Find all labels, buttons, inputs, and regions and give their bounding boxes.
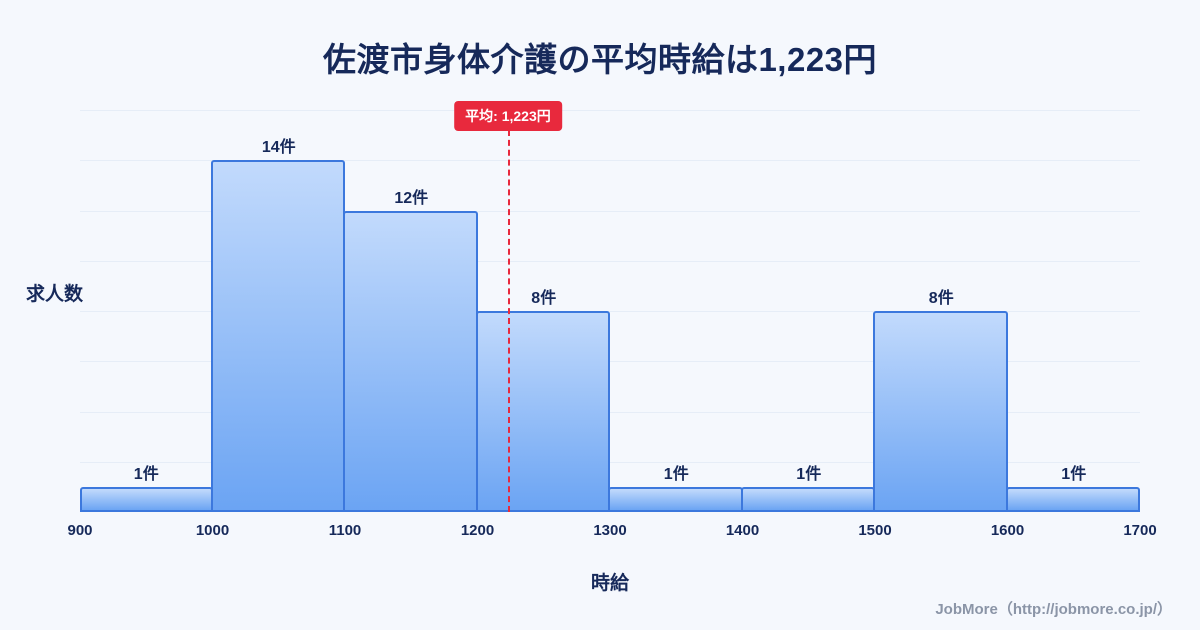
histogram-bar bbox=[740, 486, 875, 512]
bar-value-label: 8件 bbox=[531, 290, 557, 307]
bar-value-label: 1件 bbox=[663, 465, 689, 483]
bar-value-label: 1件 bbox=[1061, 465, 1087, 483]
x-tick-label: 1400 bbox=[725, 522, 760, 539]
bar-value-label: 14件 bbox=[261, 139, 296, 157]
gridline bbox=[80, 311, 1140, 312]
gridline bbox=[80, 260, 1140, 262]
mean-line bbox=[507, 130, 510, 512]
histogram-bar bbox=[475, 311, 610, 512]
x-tick-label: 1300 bbox=[593, 522, 627, 539]
histogram-bar bbox=[1005, 486, 1140, 512]
bar-value-label: 1件 bbox=[796, 465, 822, 483]
x-tick-label: 1100 bbox=[328, 522, 362, 539]
gridline bbox=[80, 210, 1140, 212]
chart-title: 佐渡市身体介護の平均時給は1,223円 bbox=[322, 41, 878, 78]
mean-badge: 平均: 1,223円 bbox=[454, 101, 562, 131]
bar-value-label: 12件 bbox=[394, 189, 429, 207]
gridline bbox=[80, 411, 1140, 413]
gridline bbox=[80, 361, 1140, 363]
bar-value-label: 8件 bbox=[928, 290, 954, 307]
gridline bbox=[80, 461, 1140, 463]
histogram-bar bbox=[608, 486, 743, 512]
x-tick-label: 1000 bbox=[195, 522, 230, 539]
footer-credit: JobMore（http://jobmore.co.jp/） bbox=[935, 601, 1172, 618]
histogram-bar bbox=[873, 311, 1008, 512]
x-tick-label: 1200 bbox=[460, 522, 495, 539]
x-tick-label: 900 bbox=[67, 522, 93, 539]
x-axis-label: 時給 bbox=[590, 573, 629, 594]
x-tick-label: 1700 bbox=[1123, 522, 1157, 539]
x-tick-label: 1500 bbox=[858, 522, 892, 539]
histogram-bar bbox=[343, 210, 478, 512]
bar-value-label: 1件 bbox=[133, 465, 159, 483]
x-tick-label: 1600 bbox=[990, 522, 1025, 539]
gridline bbox=[80, 110, 1140, 111]
gridline bbox=[80, 160, 1140, 162]
histogram-bar bbox=[80, 486, 213, 512]
histogram-bar bbox=[210, 160, 345, 512]
y-axis-label: 求人数 bbox=[26, 284, 84, 305]
